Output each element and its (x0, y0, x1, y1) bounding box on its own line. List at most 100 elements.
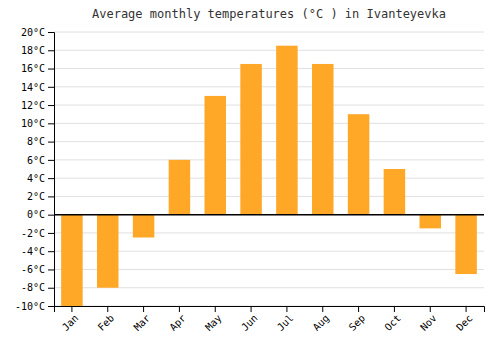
tick-mark (48, 160, 54, 161)
x-tick: Jun (239, 306, 260, 333)
tick-mark (251, 306, 252, 312)
grid-line (54, 214, 484, 215)
zero-line (54, 214, 484, 216)
tick-mark (48, 251, 54, 252)
bar (348, 114, 370, 214)
x-tick: Sep (347, 306, 368, 333)
bar (312, 64, 334, 215)
tick-mark (71, 306, 72, 312)
grid-line (54, 178, 484, 179)
y-tick: 10°C (21, 118, 54, 129)
y-tick: 20°C (21, 27, 54, 38)
tick-label: 0°C (27, 209, 45, 220)
tick-mark (48, 123, 54, 124)
tick-mark (48, 196, 54, 197)
tick-mark (430, 306, 431, 312)
tick-label: Oct (382, 312, 403, 333)
y-tick: -2°C (21, 228, 54, 239)
tick-label: May (203, 312, 224, 333)
y-tick: 2°C (27, 191, 54, 202)
tick-mark (48, 69, 54, 70)
grid-line (54, 159, 484, 160)
tick-mark (48, 142, 54, 143)
tick-mark (48, 269, 54, 270)
tick-mark (48, 233, 54, 234)
tick-mark (286, 306, 287, 312)
tick-mark (48, 32, 54, 33)
tick-label: Mar (132, 312, 153, 333)
grid-line (54, 123, 484, 124)
bar (455, 215, 477, 274)
tick-mark (322, 306, 323, 312)
y-tick: -4°C (21, 246, 54, 257)
bars (54, 46, 484, 306)
tick-label: Sep (347, 312, 368, 333)
tick-mark (48, 50, 54, 51)
bar (97, 215, 119, 288)
tick-label: 16°C (21, 63, 45, 74)
tick-mark (179, 306, 180, 312)
x-tick: Apr (167, 306, 188, 333)
chart: -10°C -8°C -6°C -4°C -2°C 0°C 2°C 4°C 6°C 8°C 10°C… (0, 0, 500, 350)
tick-mark (48, 178, 54, 179)
bar (133, 215, 155, 238)
tick-label: 2°C (27, 191, 45, 202)
tick-mark (48, 105, 54, 106)
tick-label: 20°C (21, 27, 45, 38)
x-tick: Aug (311, 306, 332, 333)
tick-label: 14°C (21, 82, 45, 93)
y-tick: -6°C (21, 264, 54, 275)
axis-line (48, 33, 55, 307)
x-axis: Jan Feb Mar Apr May Jun Jul Aug Sep Oct Nov Dec (55, 306, 485, 333)
x-tick: May (203, 306, 224, 333)
tick-label: 6°C (27, 155, 45, 166)
tick-mark (107, 306, 108, 312)
y-tick: 16°C (21, 63, 54, 74)
x-tick: Nov (418, 306, 439, 333)
x-tick: Dec (454, 306, 475, 333)
tick-label: -8°C (21, 282, 45, 293)
tick-label: Jun (239, 312, 260, 333)
y-tick: 18°C (21, 45, 54, 56)
tick-mark (48, 306, 54, 307)
y-axis: -10°C -8°C -6°C -4°C -2°C 0°C 2°C 4°C 6°C 8°C 10°C… (15, 27, 55, 312)
y-tick: 12°C (21, 100, 54, 111)
tick-label: 10°C (21, 118, 45, 129)
tick-mark (143, 306, 144, 312)
tick-label: 12°C (21, 100, 45, 111)
tick-label: Nov (418, 312, 439, 333)
grid-line (54, 86, 484, 87)
bar (240, 64, 261, 215)
bar (384, 169, 406, 215)
tick-mark (358, 306, 359, 312)
grid-line (54, 141, 484, 142)
tick-mark (394, 306, 395, 312)
tick-mark (466, 306, 467, 312)
y-tick: 6°C (27, 155, 54, 166)
bar (169, 160, 191, 215)
tick-mark (48, 288, 54, 289)
grid-line (54, 68, 484, 69)
y-tick: 0°C (27, 209, 54, 220)
y-tick: -8°C (21, 282, 54, 293)
bar (276, 46, 298, 215)
x-tick: Jul (275, 306, 296, 333)
grid (54, 32, 484, 306)
tick-label: -10°C (15, 301, 45, 312)
title: Average monthly temperatures (°C ) in Iv… (92, 7, 446, 21)
tick-label: -2°C (21, 228, 45, 239)
tick-label: -4°C (21, 246, 45, 257)
bar (205, 96, 227, 215)
tick-label: Jul (275, 312, 296, 333)
bar (420, 215, 442, 229)
tick-label: 8°C (27, 136, 45, 147)
tick-label: Aug (311, 312, 332, 333)
tick-label: Jan (60, 312, 81, 333)
x-tick: Mar (132, 306, 153, 333)
tick-label: 4°C (27, 173, 45, 184)
tick-mark (48, 215, 54, 216)
x-tick: Feb (96, 306, 117, 333)
tick-mark (215, 306, 216, 312)
tick-label: Dec (454, 312, 475, 333)
tick-label: Feb (96, 312, 117, 333)
